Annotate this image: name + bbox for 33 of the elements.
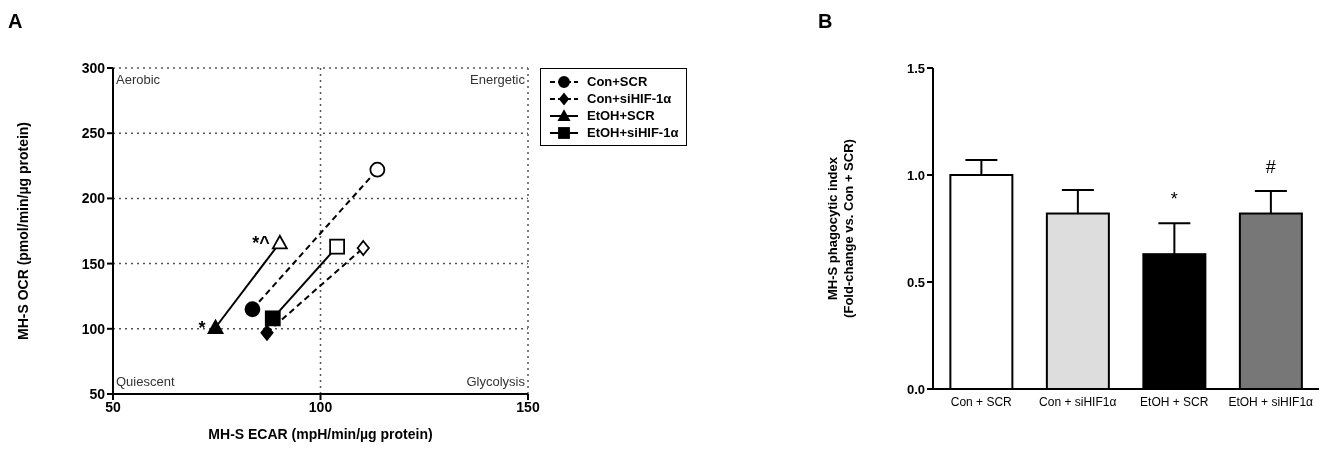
x-tick-label: 150 [516, 398, 540, 415]
y-tick-label: 0.0 [906, 381, 925, 397]
y-tick-label: 1.0 [906, 167, 925, 183]
legend-label: Con+SCR [587, 74, 648, 89]
x-axis-title: MH-S ECAR (mpH/min/µg protein) [208, 426, 433, 442]
x-tick-label: Con + SCR [950, 394, 1013, 409]
y-tick-label: 1.5 [906, 60, 925, 76]
annotation: * [1170, 189, 1178, 210]
y-tick-label: 200 [81, 190, 106, 207]
y-axis-title: MH-S OCR (pmol/min/µg protein) [14, 121, 31, 341]
annotation: Glycolysis [465, 374, 525, 389]
y-axis-title: MH-S phagocytic index (Fold-change vs. Con + SCR) [825, 139, 856, 318]
x-tick-label: EtOH + SCR [1140, 394, 1209, 409]
y-tick-label: 0.5 [906, 274, 925, 290]
x-tick-label: 100 [308, 398, 333, 415]
y-tick-label: 150 [81, 255, 106, 272]
legend-label: EtOH+SCR [587, 108, 655, 123]
annotation: Aerobic [116, 72, 161, 87]
y-tick-label: 250 [81, 125, 106, 142]
y-tick-label: 100 [81, 320, 106, 337]
chart-title: B [818, 10, 833, 33]
y-tick-label: 300 [81, 59, 106, 76]
legend-label: Con+siHIF-1α [587, 91, 672, 106]
annotation: Energetic [469, 72, 525, 87]
annotation: * [198, 317, 206, 338]
annotation: # [1265, 157, 1276, 178]
chart-title: A [8, 10, 23, 33]
x-tick-label: Con + siHIF1α [1039, 394, 1117, 409]
annotation: *^ [252, 233, 271, 254]
legend-label: EtOH+siHIF-1α [587, 125, 679, 140]
x-tick-label: 50 [105, 398, 121, 415]
annotation: Quiescent [116, 374, 175, 389]
x-tick-label: EtOH + siHIF1α [1228, 394, 1314, 409]
